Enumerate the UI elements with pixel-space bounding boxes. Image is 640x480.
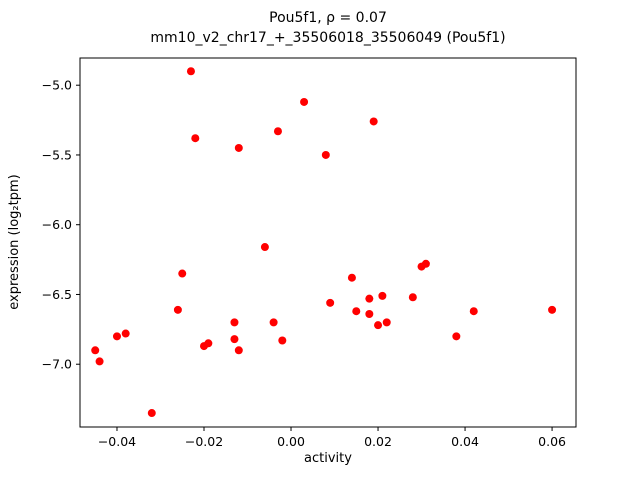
data-point bbox=[548, 305, 557, 314]
data-point bbox=[469, 307, 478, 316]
data-point bbox=[186, 67, 195, 76]
axis-ticks: −0.04 −0.02 0.00 0.02 0.04 0.06 −5.0 −5.5 −6.0 −6… bbox=[42, 78, 566, 449]
data-point bbox=[273, 127, 282, 136]
data-point bbox=[230, 318, 239, 327]
y-axis-label: expression (log₂tpm) bbox=[7, 174, 22, 309]
chart-title: Pou5f1, ρ = 0.07 bbox=[269, 10, 387, 26]
y-tick-label: −6.0 bbox=[42, 217, 72, 232]
data-point bbox=[147, 409, 156, 418]
x-tick-label: 0.06 bbox=[538, 434, 566, 449]
x-tick-label: 0.02 bbox=[364, 434, 392, 449]
data-point bbox=[369, 117, 378, 126]
data-point bbox=[234, 346, 243, 355]
x-tick-label: −0.02 bbox=[185, 434, 223, 449]
chart-subtitle: mm10_v2_chr17_+_35506018_35506049 (Pou5f… bbox=[150, 30, 505, 46]
x-tick-label: −0.04 bbox=[98, 434, 136, 449]
data-point bbox=[408, 293, 417, 302]
x-tick-label: 0.00 bbox=[277, 434, 305, 449]
data-point bbox=[112, 332, 121, 341]
data-point bbox=[321, 150, 330, 159]
data-point bbox=[278, 336, 287, 345]
data-point bbox=[121, 329, 130, 338]
y-tick-label: −5.0 bbox=[42, 78, 72, 93]
data-points bbox=[91, 67, 557, 418]
data-point bbox=[91, 346, 100, 355]
axes-spines bbox=[79, 57, 577, 428]
data-point bbox=[347, 273, 356, 282]
data-point bbox=[178, 269, 187, 278]
data-point bbox=[374, 321, 383, 330]
data-point bbox=[365, 309, 374, 318]
data-point bbox=[382, 318, 391, 327]
data-point bbox=[421, 259, 430, 268]
data-point bbox=[173, 305, 182, 314]
data-point bbox=[352, 307, 361, 316]
data-point bbox=[260, 243, 269, 252]
x-axis-label: activity bbox=[304, 451, 352, 466]
y-tick-label: −6.5 bbox=[42, 287, 72, 302]
data-point bbox=[191, 134, 200, 143]
y-tick-label: −5.5 bbox=[42, 147, 72, 162]
x-tick-label: 0.04 bbox=[451, 434, 479, 449]
data-point bbox=[378, 291, 387, 300]
data-point bbox=[365, 294, 374, 303]
y-tick-label: −7.0 bbox=[42, 357, 72, 372]
data-point bbox=[300, 97, 309, 106]
data-point bbox=[452, 332, 461, 341]
data-point bbox=[200, 342, 208, 351]
data-point bbox=[234, 143, 243, 152]
data-point bbox=[230, 335, 239, 344]
data-point bbox=[95, 357, 104, 366]
data-point bbox=[269, 318, 278, 327]
data-point bbox=[326, 298, 335, 307]
